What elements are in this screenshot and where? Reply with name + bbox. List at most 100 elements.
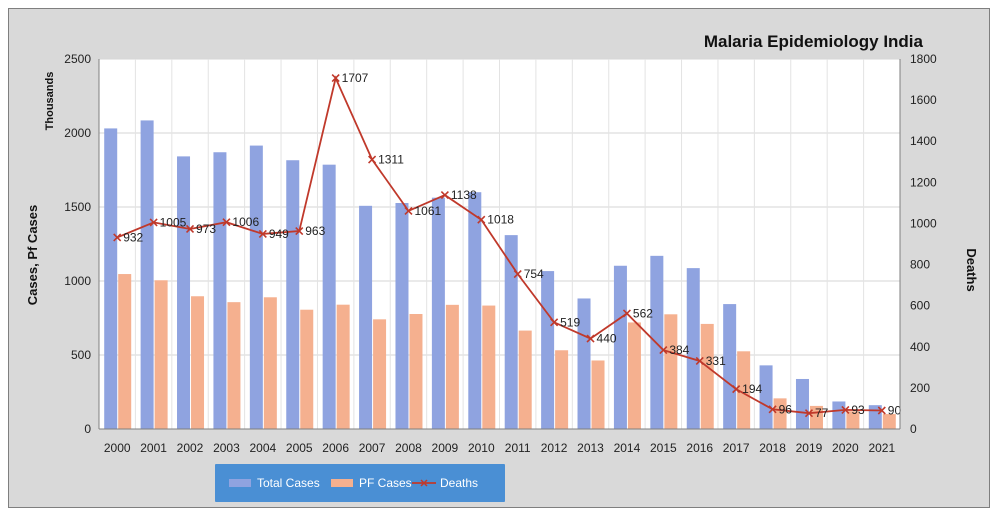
total-cases-bar [249, 145, 263, 429]
deaths-data-label: 754 [524, 267, 544, 281]
total-cases-bar [759, 365, 773, 429]
total-cases-bar [613, 265, 627, 429]
deaths-data-label: 93 [851, 403, 865, 417]
deaths-marker [659, 346, 668, 355]
total-cases-bar [541, 271, 555, 429]
deaths-data-label: 1018 [487, 213, 514, 227]
y-tick-label: 1500 [64, 200, 91, 214]
deaths-marker [295, 226, 304, 236]
deaths-marker [368, 155, 377, 164]
x-tick-label: 2019 [796, 441, 823, 455]
pf-cases-bar [263, 297, 277, 429]
pf-cases-bar [227, 302, 241, 429]
deaths-marker [550, 318, 559, 327]
legend: Total Cases PF Cases Deaths [215, 464, 505, 502]
x-tick-label: 2008 [395, 441, 422, 455]
pf-cases-bar [700, 323, 714, 429]
legend-label: Deaths [440, 476, 478, 490]
total-cases-bar [140, 120, 154, 430]
deaths-marker [841, 405, 850, 414]
pf-cases-bar [445, 304, 459, 429]
total-cases-bar [431, 197, 445, 429]
x-tick-label: 2000 [104, 441, 131, 455]
x-tick-label: 2017 [723, 441, 750, 455]
deaths-marker [695, 356, 704, 366]
deaths-data-label: 562 [633, 306, 653, 320]
pf-cases-bar [409, 314, 423, 429]
deaths-data-label: 440 [597, 332, 617, 346]
y-tick-label: 2500 [64, 52, 91, 66]
pf-cases-bar [591, 360, 605, 429]
total-cases-bar [395, 203, 409, 429]
deaths-marker [440, 191, 449, 200]
x-tick-label: 2013 [577, 441, 604, 455]
gridlines [98, 58, 901, 430]
x-tick-label: 2018 [759, 441, 786, 455]
x-tick-label: 2012 [541, 441, 568, 455]
x-tick-label: 2021 [868, 441, 895, 455]
total-cases-bar [359, 205, 373, 429]
y2-tick-label: 200 [910, 381, 930, 395]
deaths-data-label: 1006 [232, 215, 259, 229]
total-cases-bar [286, 160, 300, 429]
chart-title: Malaria Epidemiology India [704, 32, 924, 51]
deaths-data-label: 90 [888, 404, 902, 418]
legend-box [215, 464, 505, 502]
x-tick-label: 2006 [322, 441, 349, 455]
y-axis-title: Cases, Pf Cases [25, 205, 40, 305]
y2-tick-label: 1400 [910, 134, 937, 148]
total-cases-bar [322, 164, 336, 429]
deaths-marker [586, 334, 595, 343]
total-cases-bar [723, 304, 737, 429]
x-tick-label: 2007 [359, 441, 386, 455]
y-tick-label: 500 [71, 348, 91, 362]
y2-axis-title: Deaths [964, 248, 979, 291]
legend-label: PF Cases [359, 476, 412, 490]
deaths-data-label: 932 [123, 230, 143, 244]
y2-tick-label: 1000 [910, 216, 937, 230]
y-tick-label: 2000 [64, 126, 91, 140]
deaths-marker [732, 385, 741, 394]
deaths-data-label: 96 [779, 402, 793, 416]
x-tick-label: 2005 [286, 441, 313, 455]
pf-cases-bar [518, 330, 532, 429]
deaths-data-label: 973 [196, 222, 216, 236]
pf-cases-bar [118, 274, 132, 429]
total-cases-bar [577, 298, 591, 429]
x-tick-label: 2016 [686, 441, 713, 455]
pf-cases-bar [627, 322, 641, 429]
deaths-marker [149, 218, 158, 227]
deaths-data-label: 1005 [160, 215, 187, 229]
deaths-data-label: 77 [815, 406, 829, 420]
total-cases-bar [177, 156, 191, 429]
x-tick-label: 2014 [614, 441, 641, 455]
total-cases-bar [504, 235, 518, 429]
y2-tick-label: 1600 [910, 93, 937, 107]
deaths-marker [185, 224, 195, 234]
deaths-marker [331, 74, 340, 83]
legend-total-cases-swatch [229, 479, 251, 487]
bar-series [104, 120, 896, 430]
x-tick-label: 2004 [249, 441, 276, 455]
x-tick-label: 2010 [468, 441, 495, 455]
units-label: Thousands [44, 72, 56, 131]
deaths-marker [222, 218, 231, 227]
pf-cases-bar [737, 351, 751, 429]
deaths-marker [477, 215, 486, 224]
deaths-data-label: 963 [305, 224, 325, 238]
deaths-data-label: 1707 [342, 71, 369, 85]
pf-cases-bar [336, 304, 350, 429]
total-cases-bar [795, 378, 809, 429]
y2-tick-label: 400 [910, 340, 930, 354]
deaths-data-label: 1311 [378, 153, 404, 167]
legend-deaths-marker [420, 479, 428, 487]
deaths-data-label: 384 [669, 343, 689, 357]
deaths-marker [622, 309, 631, 318]
deaths-marker [258, 229, 267, 238]
malaria-chart: 932 1005 973 1006 949 963 1707 1311 1061 1138 1018… [25, 32, 979, 502]
deaths-data-label: 519 [560, 315, 580, 329]
legend-label: Total Cases [257, 476, 320, 490]
deaths-data-label: 1061 [414, 204, 441, 218]
pf-cases-bar [191, 296, 205, 429]
axes: 0 500 1000 1500 2000 2500 0 200 400 600 800 1000 120… [64, 52, 937, 455]
